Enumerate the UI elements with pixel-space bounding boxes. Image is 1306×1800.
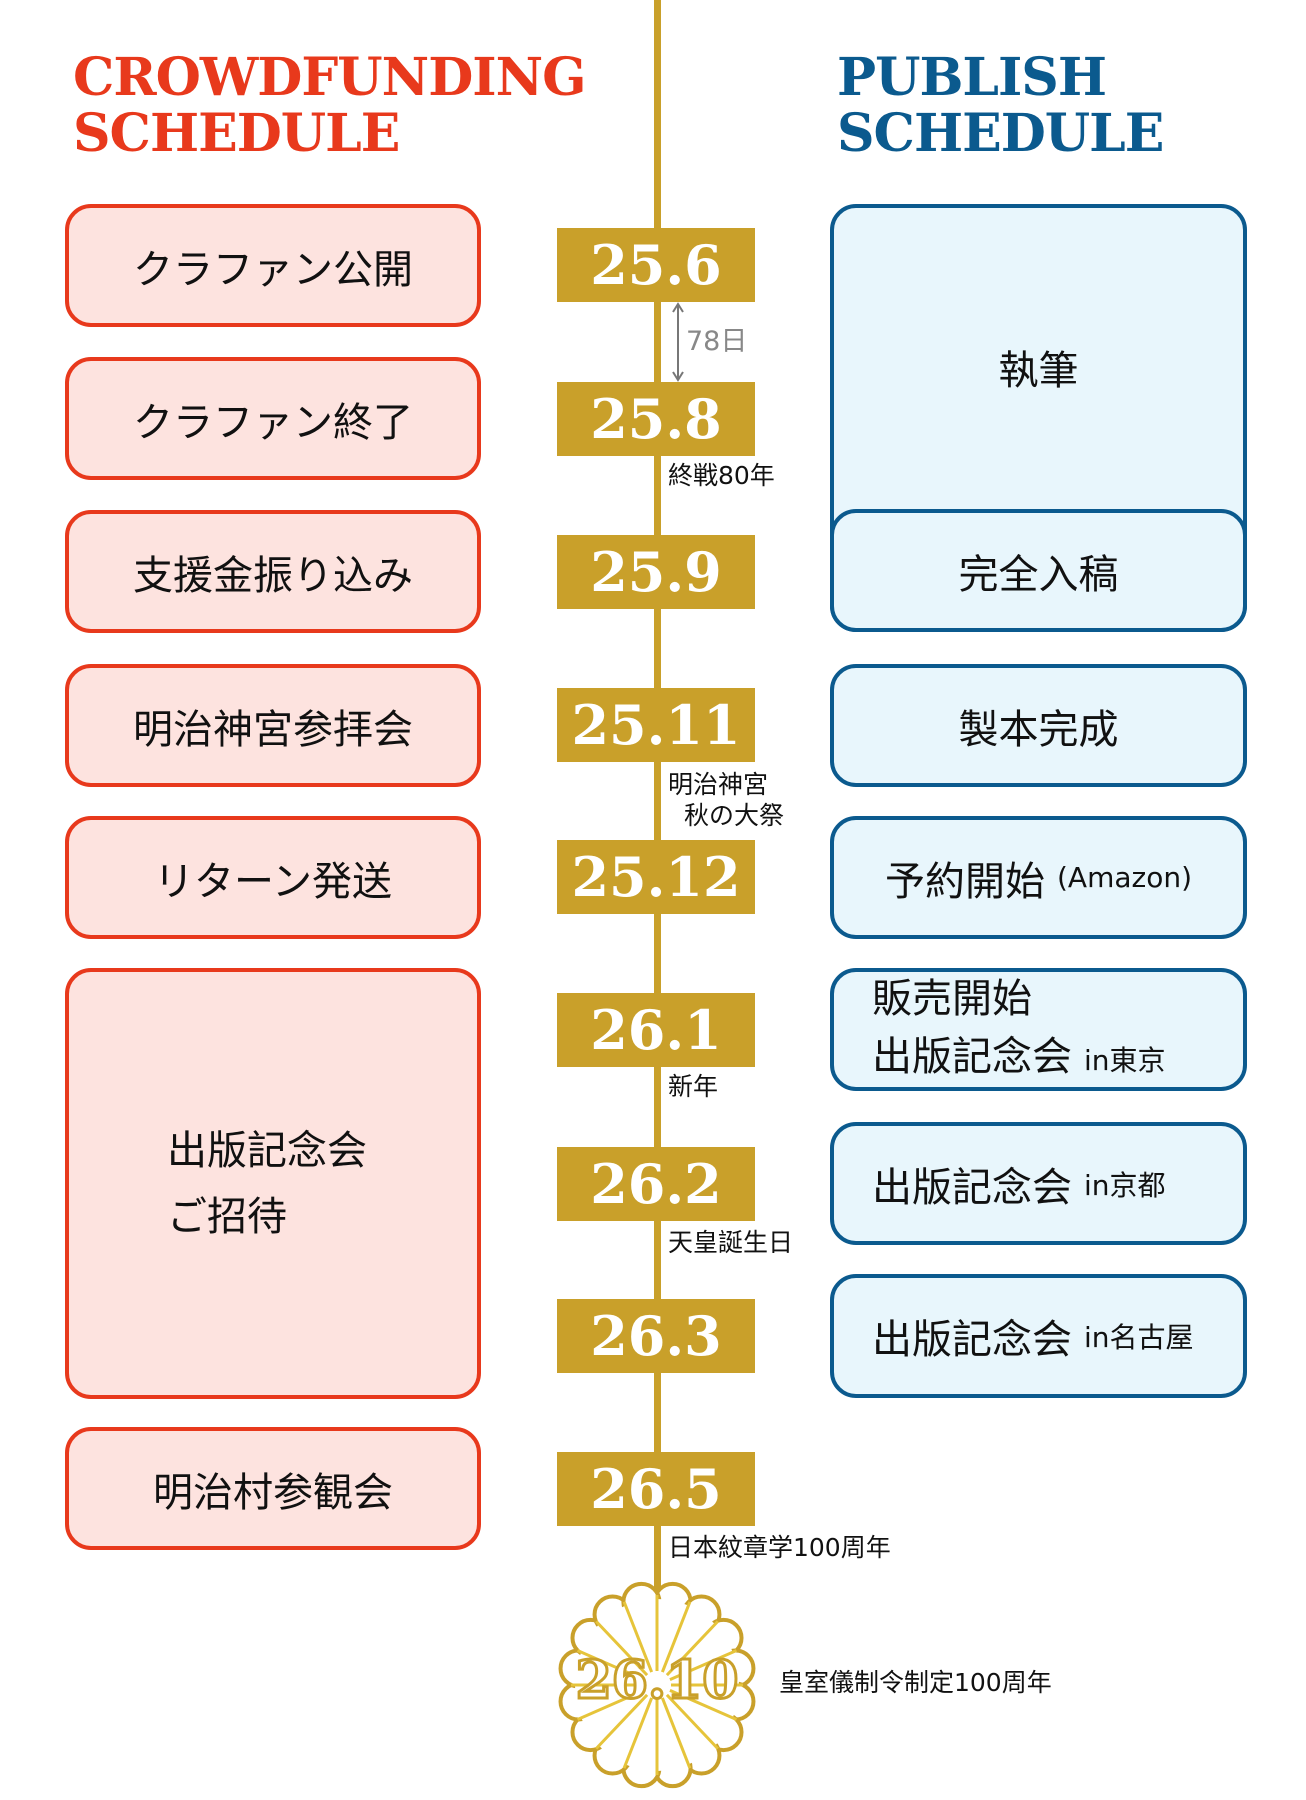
item-label: クラファン終了 [133,399,413,446]
chrysanthemum-crest-icon [558,1581,756,1789]
crowdfunding-item: クラファン公開 [65,204,481,327]
publish-item-submission: 完全入稿 [830,509,1247,632]
header-line: SCHEDULE [837,103,1164,164]
publish-item-nagoya: 出版記念会 in名古屋 [830,1274,1247,1398]
item-label: 明治村参観会 [153,1469,393,1516]
date-marker: 26.5 [557,1452,755,1526]
date-note: 秋の大祭 [684,801,785,830]
crowdfunding-item: 出版記念会 ご招待 [65,968,481,1399]
crest-ray [660,1697,692,1769]
date-note: 皇室儀制令制定100周年 [779,1668,1052,1697]
item-label: 出版記念会 [167,1127,367,1174]
item-label: ご招待 [167,1193,287,1240]
header-line: CROWDFUNDING [73,47,587,108]
header-line: SCHEDULE [73,103,400,164]
item-sublabel: in京都 [1084,1168,1166,1202]
crest-ray [595,1620,649,1677]
item-sublabel: in東京 [1084,1043,1166,1077]
item-label: 完全入稿 [958,551,1119,598]
publish-item-release: 販売開始出版記念会 in東京 [830,968,1247,1091]
date-marker: 25.6 [557,228,755,302]
header-line: PUBLISH [837,47,1107,108]
duration-note: 78日 [686,326,748,357]
date-marker: 26.1 [557,993,755,1067]
crest-ray [669,1649,738,1682]
timeline-line [654,0,661,1600]
item-label: クラファン公開 [133,246,413,293]
crowdfunding-item: 明治村参観会 [65,1427,481,1550]
date-note: 天皇誕生日 [668,1228,794,1257]
date-marker: 25.9 [557,535,755,609]
item-label: 出版記念会 [872,1164,1072,1211]
item-label: 執筆 [998,348,1079,394]
crest-ray [669,1688,738,1721]
date-marker: 25.11 [557,688,755,762]
publish-item-kyoto: 出版記念会 in京都 [830,1122,1247,1245]
date-note: 日本紋章学100周年 [668,1533,891,1562]
publish-item-preorder: 予約開始 (Amazon) [830,816,1247,939]
item-label: 出版記念会 [872,1317,1072,1363]
date-marker: 25.8 [557,382,755,456]
crowdfunding-item: 明治神宮参拝会 [65,664,481,787]
crest-ray [622,1697,654,1769]
item-sublabel: (Amazon) [1056,861,1192,894]
item-label: 出版記念会 [872,1033,1072,1080]
item-label: 明治神宮参拝会 [133,706,413,753]
item-label: リターン発送 [154,858,392,905]
final-date-marker: 26.10 [574,1649,740,1713]
publish-header: PUBLISH SCHEDULE [837,47,1164,164]
crest-ray [576,1688,645,1721]
date-note: 終戦80年 [668,461,775,490]
publish-item-bound: 製本完成 [830,664,1247,787]
double-arrow-icon [672,302,684,382]
date-marker: 26.3 [557,1299,755,1373]
date-note: 新年 [668,1072,719,1101]
item-label: 販売開始 [872,975,1032,1022]
crest-ray [665,1620,719,1677]
crowdfunding-item: クラファン終了 [65,357,481,480]
item-sublabel: in名古屋 [1084,1321,1194,1354]
item-label: 予約開始 [884,858,1045,905]
crest-ray [622,1601,654,1673]
item-label: 支援金振り込み [133,552,413,599]
crowdfunding-item: 支援金振り込み [65,510,481,633]
crest-ray [595,1693,649,1750]
date-note: 明治神宮 [668,770,769,799]
item-label: 製本完成 [958,706,1119,753]
date-marker: 26.2 [557,1147,755,1221]
crest-ray [665,1693,719,1750]
date-marker: 25.12 [557,840,755,914]
crowdfunding-item: リターン発送 [65,816,481,939]
crest-ray [660,1601,692,1673]
crest-ray [576,1649,645,1682]
crowdfunding-header: CROWDFUNDING SCHEDULE [73,47,587,164]
